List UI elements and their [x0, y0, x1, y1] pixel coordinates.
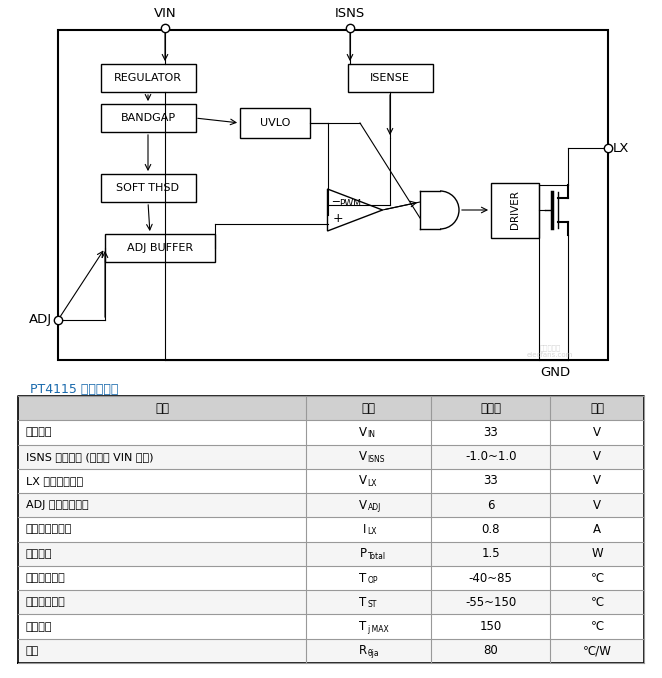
Text: 电子发烧友
elecfans.com: 电子发烧友 elecfans.com: [527, 344, 573, 358]
Text: R: R: [358, 644, 367, 658]
Bar: [18, 468, 644, 493]
Text: ISNS 引脚电压 (相对于 VIN 引脚): ISNS 引脚电压 (相对于 VIN 引脚): [26, 452, 154, 462]
Text: SOFT THSD: SOFT THSD: [117, 183, 179, 193]
Text: T: T: [359, 620, 367, 633]
Text: P: P: [359, 547, 367, 560]
Text: V: V: [359, 475, 367, 487]
Text: 热阻: 热阻: [26, 646, 39, 656]
Text: ST: ST: [367, 600, 377, 610]
Text: ISENSE: ISENSE: [370, 73, 410, 83]
Text: 开关管下拉电流: 开关管下拉电流: [26, 525, 72, 534]
Bar: [101, 64, 195, 92]
Text: VIN: VIN: [154, 7, 176, 20]
Text: 6: 6: [487, 499, 495, 512]
Text: GND: GND: [540, 366, 570, 379]
Text: 0.8: 0.8: [481, 523, 500, 536]
Bar: [18, 614, 644, 639]
Text: V: V: [593, 475, 601, 487]
Text: j MAX: j MAX: [367, 624, 389, 633]
Text: A: A: [593, 523, 601, 536]
Text: 储存温度范围: 储存温度范围: [26, 597, 66, 607]
Text: LX 引脚输出电压: LX 引脚输出电压: [26, 476, 83, 486]
Text: Total: Total: [367, 552, 386, 561]
Text: V: V: [593, 426, 601, 439]
Text: 80: 80: [483, 644, 498, 658]
Text: -55~150: -55~150: [465, 596, 516, 609]
Text: LX: LX: [613, 142, 630, 155]
Bar: [18, 445, 644, 468]
Bar: [101, 174, 195, 202]
Text: 150: 150: [479, 620, 502, 633]
Text: 33: 33: [483, 475, 498, 487]
Text: LX: LX: [367, 527, 377, 536]
Text: PWM: PWM: [340, 199, 361, 209]
Text: 功率损耗: 功率损耗: [26, 549, 52, 559]
Text: W: W: [591, 547, 603, 560]
Text: OP: OP: [367, 576, 378, 585]
Text: 33: 33: [483, 426, 498, 439]
Bar: [18, 517, 644, 542]
Text: REGULATOR: REGULATOR: [114, 73, 182, 83]
Text: V: V: [359, 450, 367, 463]
Text: -1.0~1.0: -1.0~1.0: [465, 450, 516, 463]
Text: V: V: [359, 499, 367, 512]
Bar: [18, 566, 644, 590]
Bar: [18, 590, 644, 614]
Bar: [348, 64, 432, 92]
Text: ISNS: ISNS: [335, 7, 365, 20]
Text: ISNS: ISNS: [367, 455, 385, 464]
Bar: [18, 542, 644, 566]
Bar: [240, 108, 310, 138]
Text: DRIVER: DRIVER: [510, 191, 520, 229]
Text: T: T: [359, 596, 367, 609]
Text: θja: θja: [367, 649, 379, 658]
Text: ADJ: ADJ: [367, 503, 381, 512]
Text: ℃/W: ℃/W: [583, 644, 612, 658]
Text: 单位: 单位: [590, 401, 604, 415]
Text: I: I: [363, 523, 367, 536]
Text: PT4115 最大额定值: PT4115 最大额定值: [30, 383, 118, 396]
Text: 额定值: 额定值: [480, 401, 501, 415]
Text: V: V: [359, 426, 367, 439]
Bar: [18, 420, 644, 445]
Text: 参数: 参数: [155, 401, 169, 415]
Polygon shape: [328, 189, 383, 231]
Text: V: V: [593, 499, 601, 512]
Bar: [58, 30, 608, 360]
Text: T: T: [359, 572, 367, 584]
Text: LX: LX: [367, 479, 377, 488]
Text: ℃: ℃: [591, 572, 604, 584]
Text: ℃: ℃: [591, 620, 604, 633]
Bar: [491, 182, 539, 237]
Text: 符号: 符号: [361, 401, 375, 415]
Text: ADJ 引脚输入电压: ADJ 引脚输入电压: [26, 500, 89, 511]
Bar: [105, 234, 215, 262]
Text: 最大结温: 最大结温: [26, 622, 52, 632]
Text: ADJ BUFFER: ADJ BUFFER: [127, 243, 193, 253]
Text: ADJ: ADJ: [29, 313, 52, 327]
Text: ─: ─: [332, 196, 339, 206]
Text: BANDGAP: BANDGAP: [120, 113, 175, 123]
Bar: [18, 493, 644, 517]
Text: V: V: [593, 450, 601, 463]
Text: IN: IN: [367, 431, 375, 439]
Bar: [101, 104, 195, 132]
Text: 工作温度范围: 工作温度范围: [26, 573, 66, 583]
Text: +: +: [332, 212, 343, 226]
Bar: [18, 396, 644, 420]
Text: UVLO: UVLO: [260, 118, 290, 128]
Text: ℃: ℃: [591, 596, 604, 609]
Text: 1.5: 1.5: [481, 547, 500, 560]
Bar: [18, 639, 644, 663]
Text: -40~85: -40~85: [469, 572, 512, 584]
Text: 输入电压: 输入电压: [26, 427, 52, 437]
